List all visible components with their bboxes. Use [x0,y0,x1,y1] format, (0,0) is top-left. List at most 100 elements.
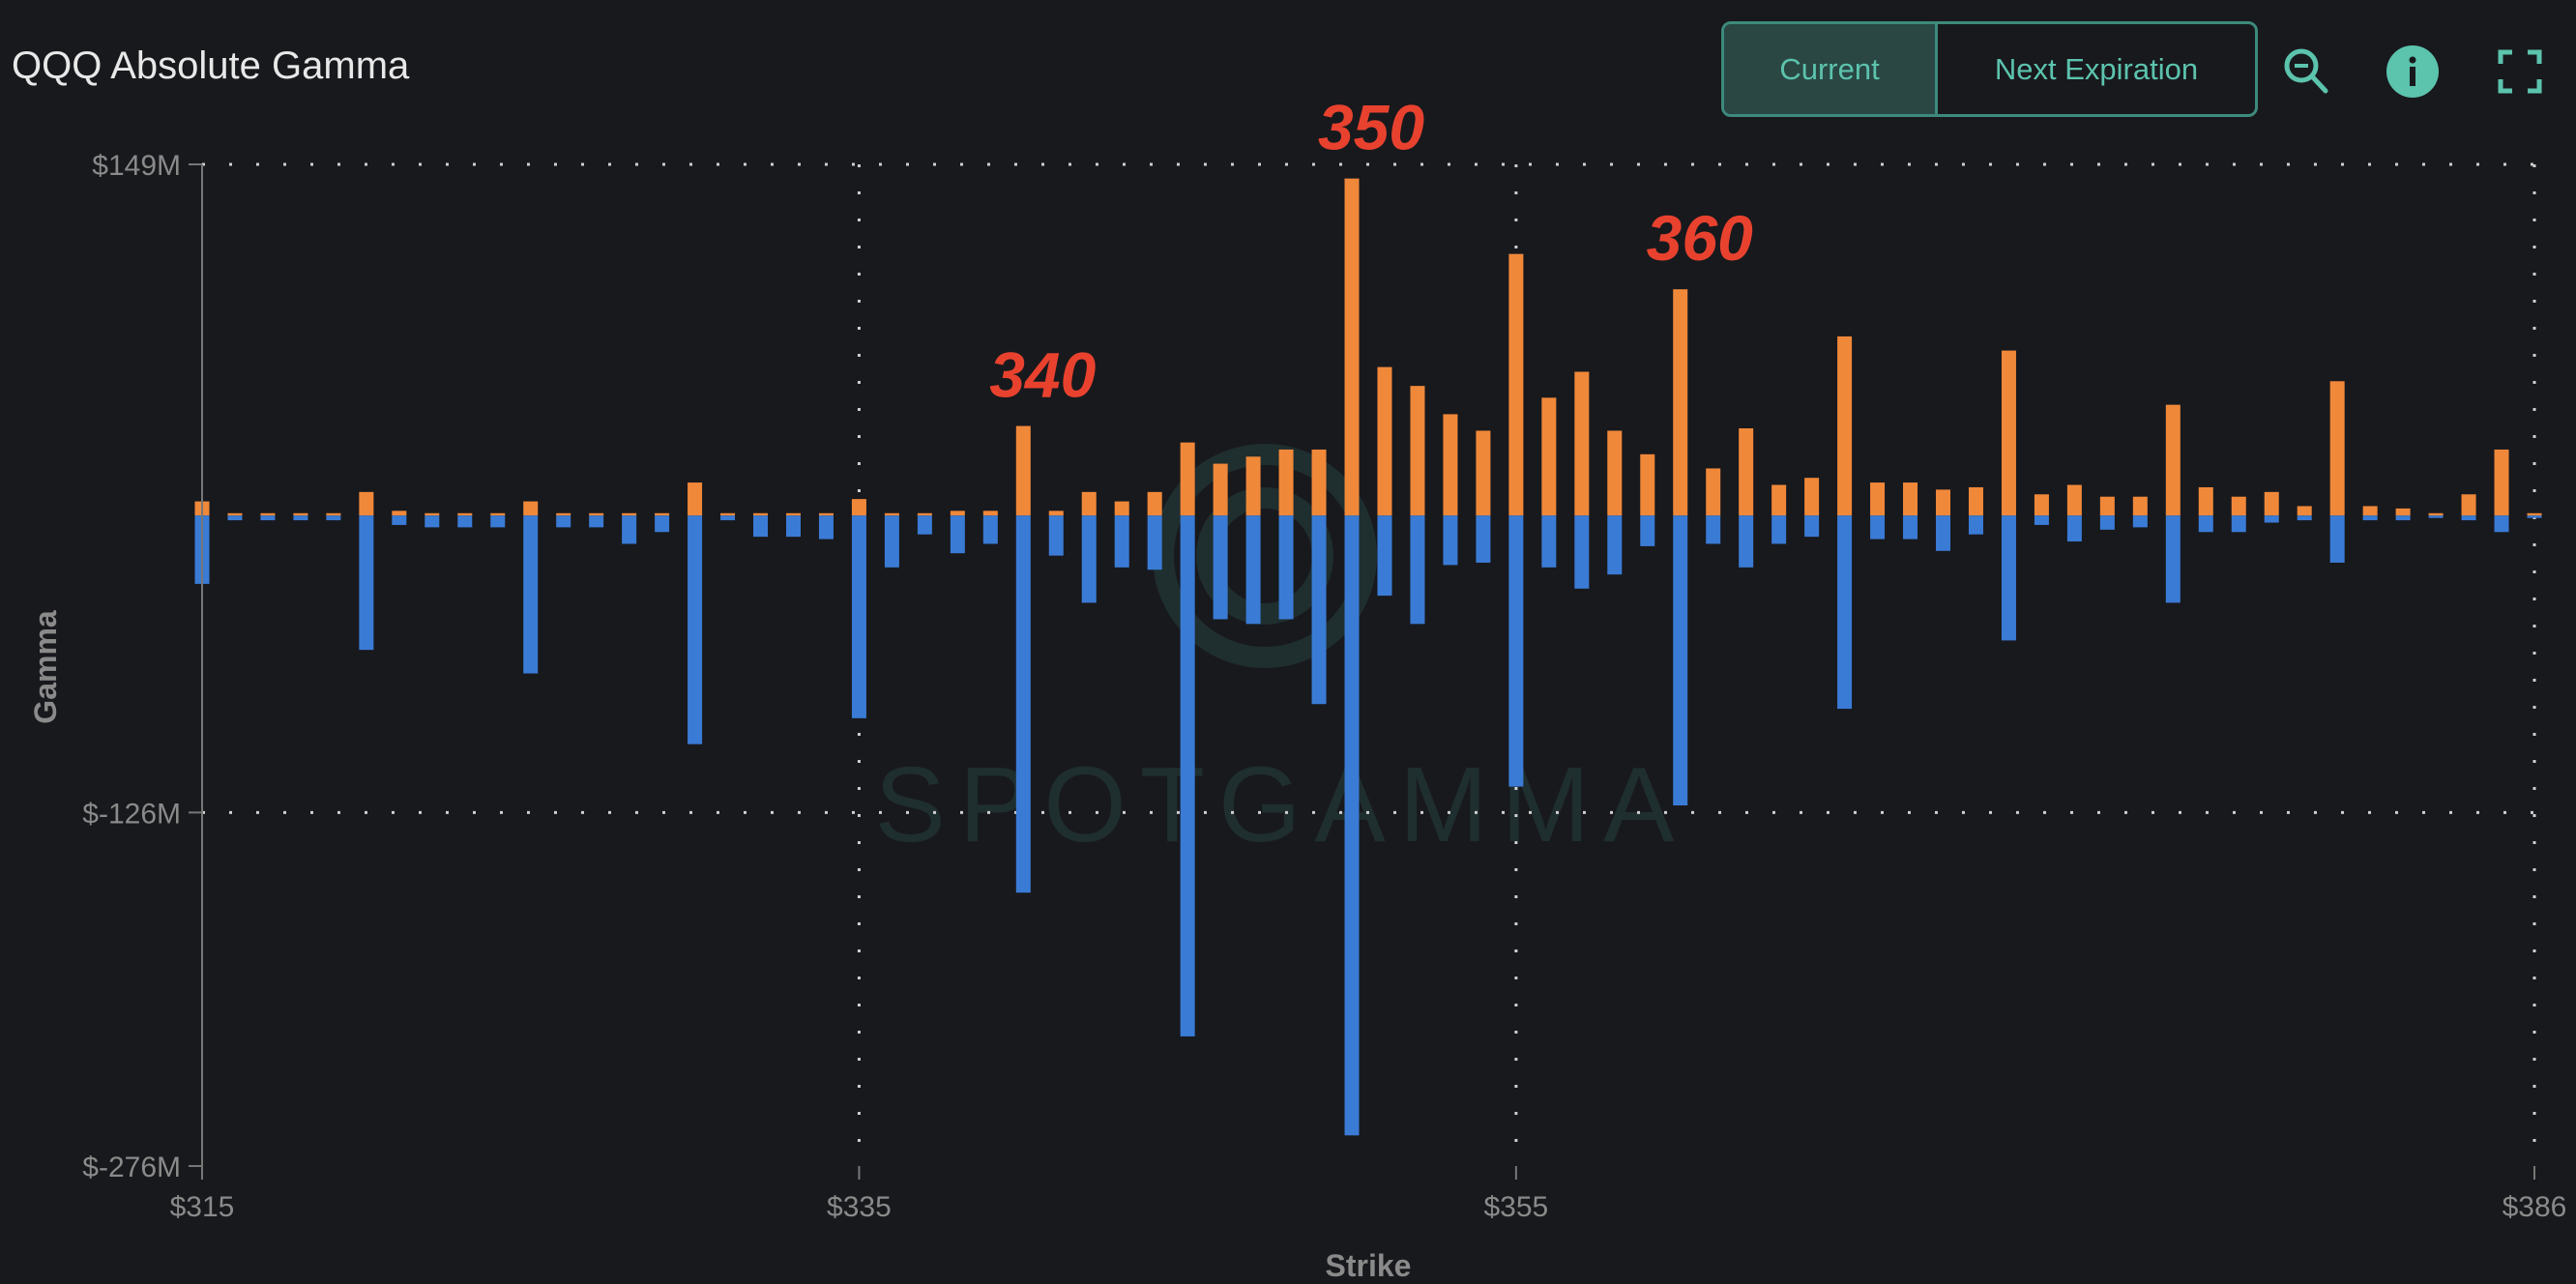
put-gamma-bar[interactable] [1114,515,1129,568]
call-gamma-bar[interactable] [1311,449,1327,516]
call-gamma-bar[interactable] [2132,496,2148,516]
put-gamma-bar[interactable] [2231,515,2246,533]
put-gamma-bar[interactable] [1936,515,1951,551]
call-gamma-bar[interactable] [326,512,341,516]
call-gamma-bar[interactable] [851,499,866,516]
call-gamma-bar[interactable] [2527,512,2542,516]
put-gamma-bar[interactable] [2428,515,2444,518]
put-gamma-bar[interactable] [1443,515,1458,566]
call-gamma-bar[interactable] [1739,428,1754,516]
put-gamma-bar[interactable] [1081,515,1097,603]
put-gamma-bar[interactable] [2494,515,2509,533]
put-gamma-bar[interactable] [1574,515,1590,589]
put-gamma-bar[interactable] [457,515,473,528]
put-gamma-bar[interactable] [2329,515,2345,563]
call-gamma-bar[interactable] [1213,463,1228,516]
put-gamma-bar[interactable] [753,515,769,538]
call-gamma-bar[interactable] [688,482,703,516]
put-gamma-bar[interactable] [1804,515,1820,538]
put-gamma-bar[interactable] [1311,515,1327,705]
call-gamma-bar[interactable] [1673,289,1688,516]
call-gamma-bar[interactable] [2362,506,2378,516]
call-gamma-bar[interactable] [1344,178,1360,516]
put-gamma-bar[interactable] [1015,515,1031,893]
put-gamma-bar[interactable] [2461,515,2476,521]
call-gamma-bar[interactable] [1048,511,1064,516]
put-gamma-bar[interactable] [1903,515,1918,540]
put-gamma-bar[interactable] [1771,515,1787,544]
call-gamma-bar[interactable] [950,511,965,516]
put-gamma-bar[interactable] [2099,515,2115,530]
put-gamma-bar[interactable] [1508,515,1524,787]
call-gamma-bar[interactable] [2329,381,2345,516]
call-gamma-bar[interactable] [1541,397,1557,516]
put-gamma-bar[interactable] [1278,515,1294,620]
call-gamma-bar[interactable] [457,512,473,516]
put-gamma-bar[interactable] [1607,515,1623,575]
put-gamma-bar[interactable] [884,515,899,568]
call-gamma-bar[interactable] [1771,484,1787,516]
call-gamma-bar[interactable] [2099,496,2115,516]
call-gamma-bar[interactable] [982,511,998,516]
call-gamma-bar[interactable] [1870,482,1886,516]
call-gamma-bar[interactable] [818,512,834,516]
put-gamma-bar[interactable] [1377,515,1392,597]
put-gamma-bar[interactable] [2395,515,2411,521]
call-gamma-bar[interactable] [785,512,801,516]
call-gamma-bar[interactable] [1903,482,1918,516]
call-gamma-bar[interactable] [2165,404,2181,516]
put-gamma-bar[interactable] [785,515,801,538]
put-gamma-bar[interactable] [720,515,736,521]
call-gamma-bar[interactable] [1015,425,1031,516]
call-gamma-bar[interactable] [556,512,571,516]
put-gamma-bar[interactable] [1837,515,1853,710]
put-gamma-bar[interactable] [2132,515,2148,528]
put-gamma-bar[interactable] [982,515,998,544]
info-icon[interactable] [2386,44,2440,99]
put-gamma-bar[interactable] [1870,515,1886,540]
call-gamma-bar[interactable] [2066,484,2082,516]
call-gamma-bar[interactable] [1081,491,1097,516]
call-gamma-bar[interactable] [753,512,769,516]
call-gamma-bar[interactable] [2494,449,2509,516]
put-gamma-bar[interactable] [1968,515,1983,535]
put-gamma-bar[interactable] [1048,515,1064,556]
call-gamma-bar[interactable] [1936,489,1951,516]
put-gamma-bar[interactable] [1706,515,1721,544]
call-gamma-bar[interactable] [293,512,308,516]
call-gamma-bar[interactable] [884,512,899,516]
put-gamma-bar[interactable] [950,515,965,554]
put-gamma-bar[interactable] [523,515,539,674]
put-gamma-bar[interactable] [1147,515,1162,570]
put-gamma-bar[interactable] [655,515,670,533]
put-gamma-bar[interactable] [2264,515,2279,523]
put-gamma-bar[interactable] [2034,515,2049,525]
put-gamma-bar[interactable] [1180,515,1195,1036]
call-gamma-bar[interactable] [1968,486,1983,516]
put-gamma-bar[interactable] [851,515,866,718]
call-gamma-bar[interactable] [2297,506,2312,516]
call-gamma-bar[interactable] [2264,491,2279,516]
put-gamma-bar[interactable] [2066,515,2082,542]
put-gamma-bar[interactable] [688,515,703,744]
call-gamma-bar[interactable] [490,512,506,516]
call-gamma-bar[interactable] [227,512,243,516]
call-gamma-bar[interactable] [1640,453,1655,516]
call-gamma-bar[interactable] [1180,442,1195,516]
put-gamma-bar[interactable] [2362,515,2378,521]
put-gamma-bar[interactable] [227,515,243,521]
put-gamma-bar[interactable] [490,515,506,528]
put-gamma-bar[interactable] [1410,515,1425,625]
put-gamma-bar[interactable] [1245,515,1261,625]
put-gamma-bar[interactable] [622,515,637,544]
call-gamma-bar[interactable] [359,491,374,516]
put-gamma-bar[interactable] [359,515,374,651]
call-gamma-bar[interactable] [2034,494,2049,516]
call-gamma-bar[interactable] [260,512,276,516]
call-gamma-bar[interactable] [589,512,604,516]
call-gamma-bar[interactable] [1377,366,1392,516]
call-gamma-bar[interactable] [1574,371,1590,516]
call-gamma-bar[interactable] [2198,486,2213,516]
current-button[interactable]: Current [1724,24,1938,114]
call-gamma-bar[interactable] [1278,449,1294,516]
